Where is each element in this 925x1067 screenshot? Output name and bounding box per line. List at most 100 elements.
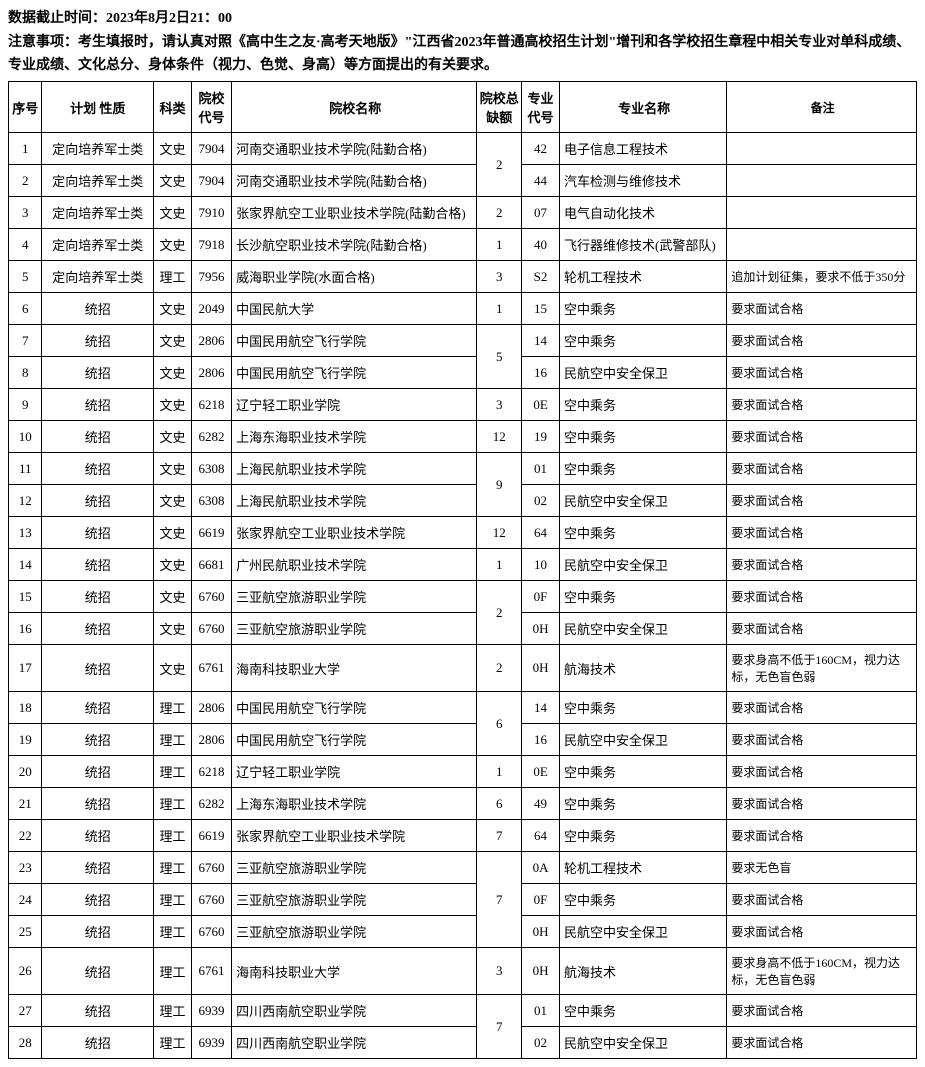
cell-plan-type: 统招 xyxy=(42,485,154,517)
cell-major-name: 电子信息工程技术 xyxy=(560,133,727,165)
cell-school-code: 6760 xyxy=(191,581,231,613)
cell-plan-type: 统招 xyxy=(42,1027,154,1059)
cell-remark: 要求面试合格 xyxy=(727,325,917,357)
cell-school-name: 三亚航空旅游职业学院 xyxy=(232,852,477,884)
table-row: 19统招理工2806中国民用航空飞行学院16民航空中安全保卫要求面试合格 xyxy=(9,724,917,756)
cell-major-code: 01 xyxy=(522,453,560,485)
cell-index: 26 xyxy=(9,948,42,995)
cell-remark: 要求面试合格 xyxy=(727,724,917,756)
notice-line: 注意事项：考生填报时，请认真对照《高中生之友·高考天地版》"江西省2023年普通… xyxy=(8,32,917,77)
col-header-school-code: 院校代号 xyxy=(191,82,231,133)
cell-major-code: 16 xyxy=(522,357,560,389)
cell-category: 文史 xyxy=(154,197,192,229)
cell-major-name: 电气自动化技术 xyxy=(560,197,727,229)
cell-index: 18 xyxy=(9,692,42,724)
cell-remark xyxy=(727,229,917,261)
cell-remark: 要求面试合格 xyxy=(727,692,917,724)
cell-remark: 要求面试合格 xyxy=(727,756,917,788)
cell-school-name: 张家界航空工业职业技术学院(陆勤合格) xyxy=(232,197,477,229)
cell-major-code: 10 xyxy=(522,549,560,581)
cell-school-name: 河南交通职业技术学院(陆勤合格) xyxy=(232,165,477,197)
table-row: 5定向培养军士类理工7956威海职业学院(水面合格)3S2轮机工程技术追加计划征… xyxy=(9,261,917,293)
cell-vacancy: 1 xyxy=(477,293,522,325)
table-row: 11统招文史6308上海民航职业技术学院901空中乘务要求面试合格 xyxy=(9,453,917,485)
cell-major-code: 0F xyxy=(522,884,560,916)
cell-major-name: 航海技术 xyxy=(560,948,727,995)
cell-school-code: 6939 xyxy=(191,995,231,1027)
cell-school-code: 7904 xyxy=(191,133,231,165)
cell-major-code: 44 xyxy=(522,165,560,197)
cell-vacancy: 5 xyxy=(477,325,522,389)
cell-school-name: 中国民用航空飞行学院 xyxy=(232,724,477,756)
col-header-remark: 备注 xyxy=(727,82,917,133)
cell-major-name: 空中乘务 xyxy=(560,692,727,724)
table-row: 27统招理工6939四川西南航空职业学院701空中乘务要求面试合格 xyxy=(9,995,917,1027)
cell-school-name: 中国民航大学 xyxy=(232,293,477,325)
cell-category: 文史 xyxy=(154,517,192,549)
table-row: 9统招文史6218辽宁轻工职业学院30E空中乘务要求面试合格 xyxy=(9,389,917,421)
cell-major-code: 0E xyxy=(522,389,560,421)
cell-school-code: 6761 xyxy=(191,645,231,692)
cell-school-name: 海南科技职业大学 xyxy=(232,948,477,995)
table-row: 21统招理工6282上海东海职业技术学院649空中乘务要求面试合格 xyxy=(9,788,917,820)
cell-remark xyxy=(727,197,917,229)
cell-category: 文史 xyxy=(154,229,192,261)
cell-school-name: 三亚航空旅游职业学院 xyxy=(232,581,477,613)
table-row: 10统招文史6282上海东海职业技术学院1219空中乘务要求面试合格 xyxy=(9,421,917,453)
cell-index: 23 xyxy=(9,852,42,884)
cell-category: 文史 xyxy=(154,357,192,389)
cell-category: 文史 xyxy=(154,133,192,165)
cell-remark: 要求面试合格 xyxy=(727,485,917,517)
table-row: 28统招理工6939四川西南航空职业学院02民航空中安全保卫要求面试合格 xyxy=(9,1027,917,1059)
cell-category: 文史 xyxy=(154,453,192,485)
cell-school-code: 2806 xyxy=(191,724,231,756)
cell-school-code: 7956 xyxy=(191,261,231,293)
cell-category: 理工 xyxy=(154,756,192,788)
cell-vacancy: 7 xyxy=(477,995,522,1059)
cell-major-code: 19 xyxy=(522,421,560,453)
cell-index: 9 xyxy=(9,389,42,421)
table-row: 1定向培养军士类文史7904河南交通职业技术学院(陆勤合格)242电子信息工程技… xyxy=(9,133,917,165)
cell-category: 理工 xyxy=(154,692,192,724)
cell-remark: 追加计划征集，要求不低于350分 xyxy=(727,261,917,293)
cell-index: 12 xyxy=(9,485,42,517)
cell-school-name: 三亚航空旅游职业学院 xyxy=(232,613,477,645)
cell-vacancy: 1 xyxy=(477,549,522,581)
cell-school-code: 6760 xyxy=(191,916,231,948)
cell-major-name: 空中乘务 xyxy=(560,995,727,1027)
cell-category: 理工 xyxy=(154,852,192,884)
cell-school-code: 6218 xyxy=(191,389,231,421)
cell-school-code: 6760 xyxy=(191,852,231,884)
table-row: 6统招文史2049中国民航大学115空中乘务要求面试合格 xyxy=(9,293,917,325)
cell-remark xyxy=(727,133,917,165)
table-row: 17统招文史6761海南科技职业大学20H航海技术要求身高不低于160CM，视力… xyxy=(9,645,917,692)
cell-school-name: 辽宁轻工职业学院 xyxy=(232,756,477,788)
cell-remark: 要求面试合格 xyxy=(727,293,917,325)
cell-vacancy: 6 xyxy=(477,788,522,820)
cell-category: 文史 xyxy=(154,165,192,197)
cell-school-code: 7904 xyxy=(191,165,231,197)
cell-category: 理工 xyxy=(154,916,192,948)
cell-vacancy: 3 xyxy=(477,948,522,995)
cell-major-code: 0E xyxy=(522,756,560,788)
cell-vacancy: 6 xyxy=(477,692,522,756)
cell-major-code: S2 xyxy=(522,261,560,293)
cell-school-code: 6308 xyxy=(191,453,231,485)
cell-category: 文史 xyxy=(154,293,192,325)
cell-plan-type: 统招 xyxy=(42,995,154,1027)
cell-plan-type: 统招 xyxy=(42,916,154,948)
col-header-major-code: 专业代号 xyxy=(522,82,560,133)
cell-remark: 要求身高不低于160CM，视力达标，无色盲色弱 xyxy=(727,645,917,692)
cell-category: 文史 xyxy=(154,389,192,421)
cell-category: 文史 xyxy=(154,613,192,645)
col-header-index: 序号 xyxy=(9,82,42,133)
cell-major-code: 07 xyxy=(522,197,560,229)
cell-plan-type: 统招 xyxy=(42,948,154,995)
cell-school-name: 长沙航空职业技术学院(陆勤合格) xyxy=(232,229,477,261)
table-row: 3定向培养军士类文史7910张家界航空工业职业技术学院(陆勤合格)207电气自动… xyxy=(9,197,917,229)
cell-major-name: 民航空中安全保卫 xyxy=(560,724,727,756)
table-row: 7统招文史2806中国民用航空飞行学院514空中乘务要求面试合格 xyxy=(9,325,917,357)
cell-plan-type: 统招 xyxy=(42,549,154,581)
table-row: 12统招文史6308上海民航职业技术学院02民航空中安全保卫要求面试合格 xyxy=(9,485,917,517)
cell-vacancy: 1 xyxy=(477,229,522,261)
